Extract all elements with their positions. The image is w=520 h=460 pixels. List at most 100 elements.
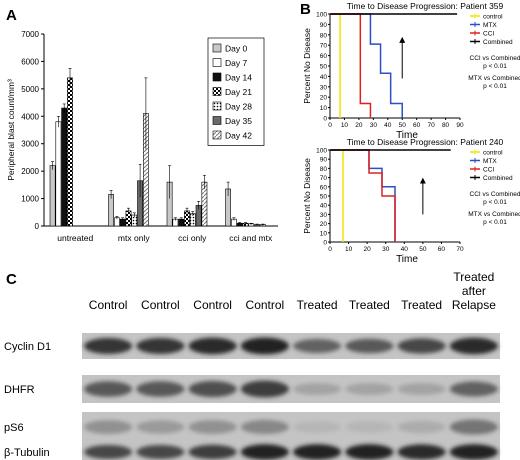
column-label: Treated — [453, 270, 494, 284]
blot-band — [293, 383, 342, 395]
y-tick-label: 70 — [320, 175, 328, 182]
blot-band — [188, 337, 237, 355]
panel-label-c: C — [6, 271, 17, 288]
blot-band — [345, 444, 394, 460]
row-label: pS6 — [4, 422, 24, 434]
blot-band — [188, 381, 237, 397]
blot-band — [240, 419, 289, 435]
legend-label: control — [483, 14, 503, 21]
bar — [67, 77, 73, 227]
x-tick-label: 90 — [456, 122, 464, 129]
y-tick-label: 30 — [320, 84, 328, 91]
x-axis-label: Time — [396, 130, 418, 141]
blot-band — [136, 381, 185, 397]
y-tick-label: 10 — [320, 230, 328, 237]
column-label: Control — [246, 298, 285, 312]
x-tick-label: 40 — [384, 122, 392, 129]
y-axis-label: Percent No Disease — [302, 28, 312, 104]
annotation-text: CCI vs Combined — [470, 191, 520, 198]
y-tick-label: 5000 — [21, 85, 39, 94]
blot-band — [84, 381, 133, 397]
blot-band — [240, 337, 289, 355]
chart-title: Time to Disease Progression: Patient 359 — [347, 1, 504, 11]
blot-band — [188, 420, 237, 434]
y-axis-label: Peripheral blast count/mm³ — [6, 79, 16, 181]
x-tick-label: 0 — [328, 246, 332, 253]
y-tick-label: 100 — [316, 148, 327, 155]
row-label: β-Tubulin — [4, 447, 50, 459]
bar — [55, 121, 62, 227]
legend-label: CCI — [483, 31, 494, 38]
x-tick-label: 10 — [341, 122, 349, 129]
blot-band — [240, 444, 289, 460]
annotation-text: p < 0.01 — [483, 83, 507, 90]
x-tick-label: cci and mtx — [229, 233, 273, 243]
legend-label: CCI — [483, 167, 494, 174]
y-axis-label: Percent No Disease — [302, 158, 312, 234]
x-tick-label: mtx only — [118, 233, 150, 243]
blot-band — [188, 444, 237, 460]
legend-label: control — [483, 150, 503, 157]
blot-band — [449, 444, 498, 460]
western-blot: Control Control Control Control Treated Treat… — [4, 270, 500, 460]
y-tick-label: 2000 — [21, 167, 39, 176]
column-label: after — [462, 284, 486, 298]
y-tick-label: 100 — [316, 12, 327, 19]
x-tick-label: 50 — [399, 122, 407, 129]
annotation-text: p < 0.01 — [483, 219, 507, 226]
legend-label: Day 0 — [225, 44, 247, 54]
x-tick-label: 10 — [345, 246, 353, 253]
x-tick-label: 30 — [370, 122, 378, 129]
column-label: Control — [193, 298, 232, 312]
legend-label: Day 42 — [225, 131, 252, 141]
series-line — [330, 13, 372, 118]
blot-band — [84, 444, 133, 460]
blot-band — [345, 421, 394, 433]
series-line — [330, 13, 341, 118]
series-line — [330, 13, 403, 118]
column-label: Relapse — [452, 298, 496, 312]
blot-band — [345, 383, 394, 395]
annotation-text: CCI vs Combined — [470, 55, 520, 62]
blot-band — [397, 444, 446, 460]
x-tick-label: 20 — [364, 246, 372, 253]
chart-title: Time to Disease Progression: Patient 240 — [347, 137, 504, 147]
y-tick-label: 6000 — [21, 57, 39, 66]
bar-chart-blast-count: 0 1000 2000 3000 4000 5000 6000 7000 Peripheral … — [6, 30, 278, 243]
legend-label: Day 14 — [225, 73, 252, 83]
legend-label: Day 7 — [225, 58, 247, 68]
y-tick-label: 50 — [320, 194, 328, 201]
y-tick-label: 90 — [320, 22, 328, 29]
legend-swatch — [212, 130, 222, 140]
y-tick-label: 1000 — [21, 195, 39, 204]
y-tick-label: 20 — [320, 95, 328, 102]
y-tick-label: 90 — [320, 157, 328, 164]
series-line — [330, 149, 344, 242]
y-tick-label: 3000 — [21, 140, 39, 149]
series-line — [330, 149, 396, 242]
column-label: Treated — [349, 298, 390, 312]
blot-band — [84, 420, 133, 434]
panel-label-a: A — [6, 7, 17, 24]
x-tick-label: 20 — [355, 122, 363, 129]
legend-label: Combined — [483, 39, 513, 46]
blot-band — [293, 421, 342, 433]
column-label: Treated — [297, 298, 338, 312]
legend-swatch — [212, 43, 222, 53]
column-label: Control — [141, 298, 180, 312]
legend-swatch — [212, 72, 222, 82]
panel-label-b: B — [300, 1, 311, 18]
legend-swatch — [212, 116, 222, 125]
x-tick-label: 70 — [456, 246, 464, 253]
annotation-text: p < 0.01 — [483, 199, 507, 206]
x-tick-label: 40 — [401, 246, 409, 253]
y-tick-label: 0 — [323, 116, 327, 123]
y-tick-label: 70 — [320, 43, 328, 50]
annotation-text: MTX vs Combined — [468, 75, 520, 82]
km-chart-patient-240: Time to Disease Progression: Patient 240… — [302, 137, 520, 265]
legend-label: Day 35 — [225, 116, 252, 126]
y-tick-label: 0 — [35, 222, 40, 231]
legend-label: Day 28 — [225, 102, 252, 112]
row-label: DHFR — [4, 384, 35, 396]
column-label: Control — [89, 298, 128, 312]
